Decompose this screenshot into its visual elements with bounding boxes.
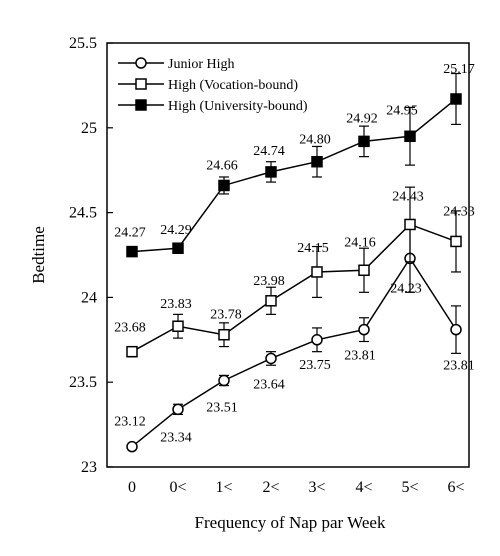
data-label: 24.66 [206,158,238,173]
series-2: 24.27 24.29 24.66 24.74 24.80 24.92 24.95 25.17 [114,62,475,258]
data-point [450,323,462,336]
x-tick-label: 4< [355,479,372,496]
data-label: 23.78 [210,308,242,323]
data-label: 24.92 [346,111,378,126]
data-label: 23.81 [344,349,376,364]
series-0: 23.12 23.34 23.51 23.64 23.75 23.81 24.23 23.81 [114,223,475,453]
y-tick-label: 25.5 [69,35,97,52]
data-point [126,245,138,258]
data-point [265,295,277,307]
data-label: 25.17 [443,62,475,77]
data-label: 24.80 [299,133,331,148]
data-label: 24.27 [114,226,146,241]
x-tick-label: 0 [128,479,136,496]
legend-marker [135,57,147,69]
data-label: 23.51 [206,401,238,416]
x-tick-label: 5< [401,479,418,496]
data-point [218,179,230,192]
data-point [265,166,277,178]
series-1: 23.68 23.83 23.78 23.98 24.15 24.16 24.43 24.33 [114,186,475,358]
legend: Junior High High (Vocation-bound) High (Un… [118,57,308,114]
data-point [311,266,323,278]
data-label: 24.29 [160,223,192,238]
data-point [126,440,138,453]
series-line [131,223,457,353]
series-line [131,98,457,253]
x-axis-label: Frequency of Nap par Week [195,513,386,532]
data-label: 23.12 [114,415,146,430]
data-label: 24.43 [392,189,424,204]
x-tick-label: 0< [169,479,186,496]
legend-label: Junior High [168,57,235,72]
data-label: 24.15 [297,241,329,256]
data-point [358,323,370,336]
y-axis: 23 23.5 24 24.5 25 25.5 [69,35,113,476]
x-tick-label: 1< [215,479,232,496]
data-label: 24.33 [443,204,475,219]
data-point [311,155,323,168]
data-point [218,328,230,341]
data-point [172,242,184,254]
y-tick-label: 23 [81,459,97,476]
data-point [450,235,462,248]
data-point [404,218,416,231]
y-tick-label: 25 [81,120,97,137]
x-tick-label: 6< [447,479,464,496]
legend-marker [135,78,147,90]
data-point [358,135,370,148]
data-label: 24.23 [390,281,422,296]
data-point [358,264,370,277]
data-label: 23.68 [114,321,146,336]
data-label: 24.16 [344,235,376,250]
y-tick-label: 23.5 [69,374,97,391]
data-label: 23.34 [160,430,192,445]
data-point [311,334,323,346]
data-label: 23.81 [443,359,475,374]
y-tick-label: 24.5 [69,205,97,222]
x-axis: 0 0< 1< 2< 3< 4< 5< 6< [128,479,465,496]
data-label: 23.98 [253,274,285,289]
legend-label: High (Vocation-bound) [168,78,298,93]
data-point [172,320,184,332]
plot-frame [106,42,470,468]
data-label: 23.83 [160,297,192,312]
data-point [218,374,230,387]
x-tick-label: 2< [262,479,279,496]
data-label: 23.64 [253,377,285,392]
data-label: 23.75 [299,358,331,373]
data-label: 24.95 [386,103,418,118]
data-point [404,130,416,143]
data-label: 24.74 [253,144,285,159]
data-point [172,403,184,416]
data-point [126,345,138,358]
series-line [131,257,457,448]
data-point [450,93,462,105]
legend-label: High (University-bound) [168,99,308,114]
y-tick-label: 24 [81,289,97,306]
series-layer: 23.12 23.34 23.51 23.64 23.75 23.81 24.23 23.81… [114,62,475,453]
x-tick-label: 3< [308,479,325,496]
legend-marker [135,99,147,111]
data-point [265,352,277,365]
y-axis-label: Bedtime [29,226,48,284]
